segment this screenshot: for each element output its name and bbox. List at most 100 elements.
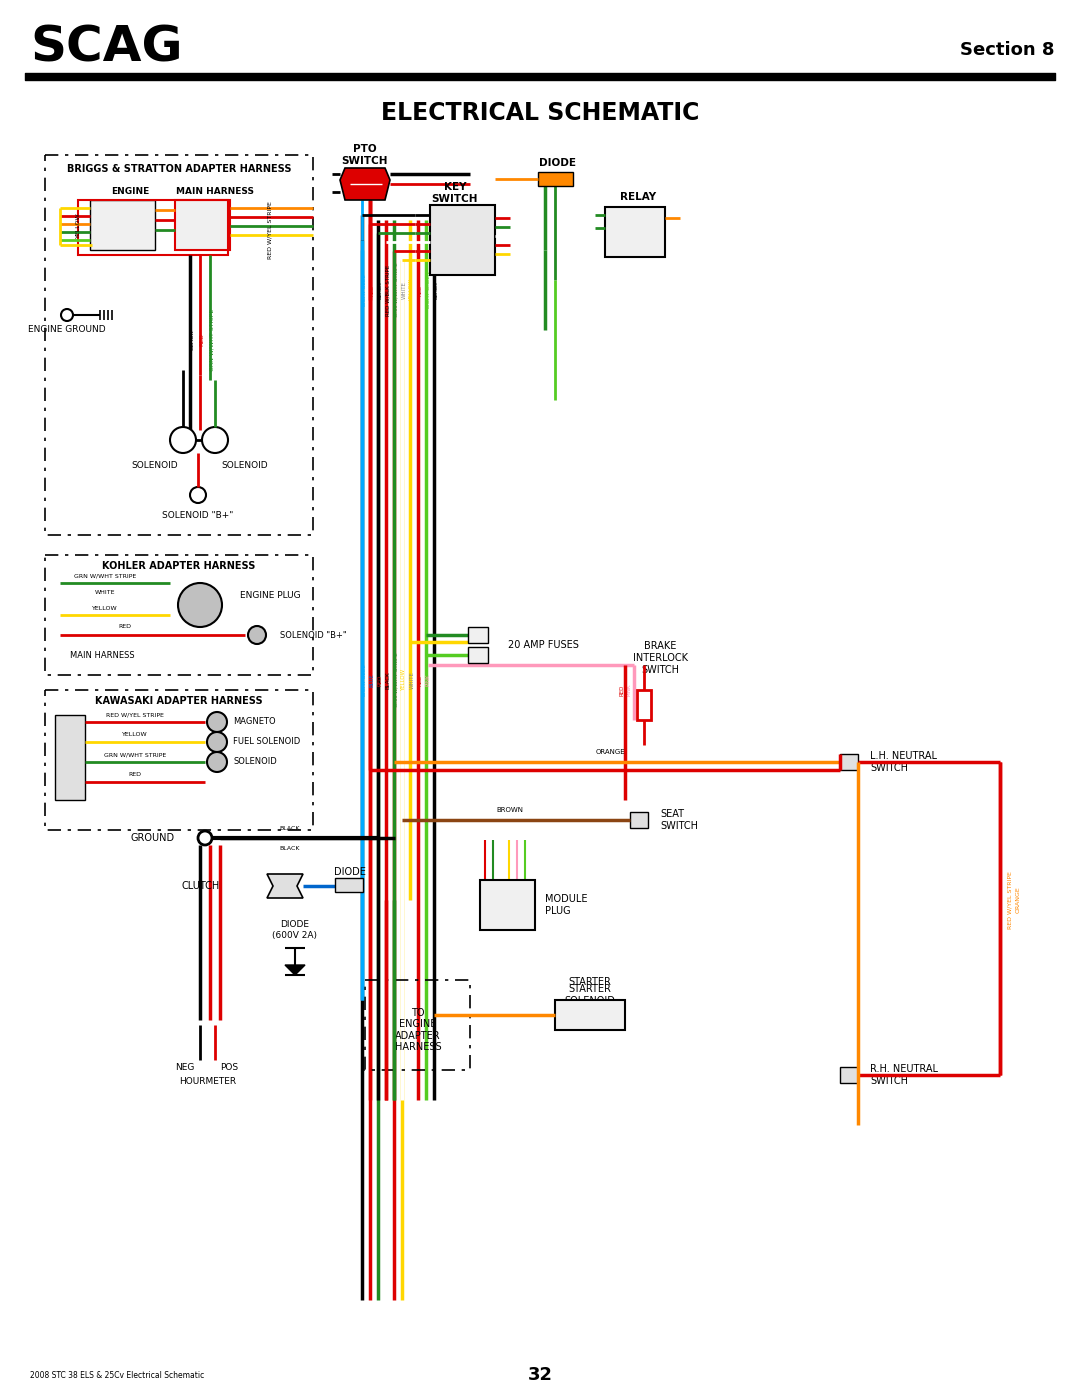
Text: FUEL SOLENOID: FUEL SOLENOID bbox=[233, 738, 300, 746]
Text: PINK: PINK bbox=[626, 683, 632, 696]
Text: GRN W/WHT STRIPE: GRN W/WHT STRIPE bbox=[210, 309, 215, 372]
Text: KAWASAKI ADAPTER HARNESS: KAWASAKI ADAPTER HARNESS bbox=[95, 696, 262, 705]
Bar bbox=[480, 880, 535, 930]
Text: RED: RED bbox=[418, 285, 422, 296]
Text: BRIGGS & STRATTON ADAPTER HARNESS: BRIGGS & STRATTON ADAPTER HARNESS bbox=[67, 163, 292, 175]
Text: ENGINE: ENGINE bbox=[111, 187, 149, 197]
Text: YELLOW: YELLOW bbox=[76, 212, 81, 237]
Text: YELLOW: YELLOW bbox=[92, 605, 118, 610]
Text: BLACK: BLACK bbox=[280, 845, 300, 851]
Text: YELLOW: YELLOW bbox=[409, 279, 415, 302]
Text: 20 AMP FUSES: 20 AMP FUSES bbox=[508, 640, 579, 650]
Text: Section 8: Section 8 bbox=[960, 41, 1055, 59]
Circle shape bbox=[207, 752, 227, 773]
Text: RED W/YEL STRIPE: RED W/YEL STRIPE bbox=[268, 201, 272, 258]
Bar bbox=[335, 877, 363, 893]
Bar bbox=[175, 200, 230, 250]
Circle shape bbox=[207, 712, 227, 732]
Bar bbox=[840, 754, 858, 770]
Text: BLACK: BLACK bbox=[378, 281, 382, 299]
Text: CLUTCH: CLUTCH bbox=[181, 882, 220, 891]
Text: 2008 STC 38 ELS & 25Cv Electrical Schematic: 2008 STC 38 ELS & 25Cv Electrical Schema… bbox=[30, 1370, 204, 1379]
Text: DIODE: DIODE bbox=[334, 868, 366, 877]
Text: NEG: NEG bbox=[176, 1063, 195, 1073]
Text: BLACK: BLACK bbox=[433, 281, 438, 299]
Bar bbox=[468, 627, 488, 643]
Bar bbox=[468, 647, 488, 664]
Bar bbox=[630, 812, 648, 828]
Text: RELAY: RELAY bbox=[620, 191, 657, 203]
Text: YELLOW: YELLOW bbox=[122, 732, 148, 738]
Text: POS: POS bbox=[220, 1063, 238, 1073]
Bar bbox=[840, 1067, 858, 1083]
Text: SOLENOID "B+": SOLENOID "B+" bbox=[162, 510, 233, 520]
Text: SOLENOID "B+": SOLENOID "B+" bbox=[280, 630, 347, 640]
Text: WHITE: WHITE bbox=[95, 590, 116, 595]
Circle shape bbox=[170, 427, 195, 453]
Text: WHITE: WHITE bbox=[409, 671, 415, 689]
Text: DIODE: DIODE bbox=[540, 158, 577, 168]
Text: SEAT
SWITCH: SEAT SWITCH bbox=[660, 809, 698, 831]
Text: RED: RED bbox=[378, 675, 382, 686]
Polygon shape bbox=[285, 965, 305, 975]
Bar bbox=[45, 555, 313, 675]
Text: RED: RED bbox=[369, 285, 375, 296]
Text: LIGHT BLUE: LIGHT BLUE bbox=[362, 274, 366, 306]
Text: STARTER
SOLENOID: STARTER SOLENOID bbox=[565, 985, 616, 1006]
Text: STARTER: STARTER bbox=[568, 977, 611, 988]
Text: GRN W/WHT STRIPE: GRN W/WHT STRIPE bbox=[393, 652, 399, 707]
Text: YELLOW: YELLOW bbox=[402, 669, 406, 692]
Text: RED: RED bbox=[418, 675, 422, 686]
Text: RED W/BLK STRIPE: RED W/BLK STRIPE bbox=[386, 264, 391, 316]
Circle shape bbox=[207, 732, 227, 752]
Bar bbox=[55, 715, 85, 800]
Bar bbox=[78, 200, 228, 256]
Text: SCAG: SCAG bbox=[30, 24, 183, 73]
Bar bbox=[45, 155, 313, 535]
Text: MAGNETO: MAGNETO bbox=[233, 718, 275, 726]
Text: MAIN HARNESS: MAIN HARNESS bbox=[176, 187, 254, 197]
Bar bbox=[365, 981, 470, 1070]
Text: BRAKE
INTERLOCK
SWITCH: BRAKE INTERLOCK SWITCH bbox=[633, 641, 688, 675]
Text: ENGINE GROUND: ENGINE GROUND bbox=[28, 326, 106, 334]
Bar bbox=[90, 200, 156, 250]
Bar bbox=[45, 690, 313, 830]
Text: WHITE: WHITE bbox=[402, 281, 406, 299]
Circle shape bbox=[190, 488, 206, 503]
Text: ELECTRICAL SCHEMATIC: ELECTRICAL SCHEMATIC bbox=[381, 101, 699, 124]
Text: RED: RED bbox=[620, 685, 624, 696]
Text: ENGINE PLUG: ENGINE PLUG bbox=[240, 591, 300, 599]
Text: L.H. NEUTRAL
SWITCH: L.H. NEUTRAL SWITCH bbox=[870, 752, 937, 773]
Text: MAIN HARNESS: MAIN HARNESS bbox=[70, 651, 135, 659]
Text: SOLENOID: SOLENOID bbox=[132, 461, 178, 469]
Text: ORANGE: ORANGE bbox=[595, 749, 625, 754]
Text: TO
ENGINE
ADAPTER
HARNESS: TO ENGINE ADAPTER HARNESS bbox=[394, 1007, 442, 1052]
Polygon shape bbox=[267, 875, 303, 898]
Circle shape bbox=[202, 427, 228, 453]
Text: BROWN: BROWN bbox=[497, 807, 524, 813]
Text: BLACK: BLACK bbox=[280, 835, 300, 841]
Bar bbox=[436, 211, 489, 270]
Text: DIODE
(600V 2A): DIODE (600V 2A) bbox=[272, 921, 318, 940]
Bar bbox=[538, 172, 573, 186]
Text: SOLENOID: SOLENOID bbox=[221, 461, 268, 469]
Text: KEY
SWITCH: KEY SWITCH bbox=[432, 182, 478, 204]
Text: GRN W/WHT STRIPE: GRN W/WHT STRIPE bbox=[73, 574, 136, 578]
Bar bbox=[637, 690, 651, 719]
Text: LIGHT BLUE: LIGHT BLUE bbox=[362, 664, 366, 696]
Text: ORANGE: ORANGE bbox=[1015, 887, 1021, 914]
Text: HOURMETER: HOURMETER bbox=[179, 1077, 237, 1087]
Text: RED W/YEL STRIPE: RED W/YEL STRIPE bbox=[106, 712, 164, 718]
Circle shape bbox=[178, 583, 222, 627]
Text: BLACK: BLACK bbox=[280, 826, 300, 830]
Text: BLUE: BLUE bbox=[369, 673, 375, 687]
Text: GRN W/WHT STRIPE: GRN W/WHT STRIPE bbox=[104, 753, 166, 757]
Text: BLACK: BLACK bbox=[386, 671, 391, 689]
Text: PTO
SWITCH: PTO SWITCH bbox=[341, 144, 388, 166]
Text: BLACK: BLACK bbox=[189, 330, 194, 351]
Text: SOLENOID: SOLENOID bbox=[233, 757, 276, 767]
Text: PINK: PINK bbox=[426, 673, 431, 686]
Text: GRN W/WHT STRIPE: GRN W/WHT STRIPE bbox=[393, 263, 399, 317]
Text: MODULE
PLUG: MODULE PLUG bbox=[545, 894, 588, 916]
Polygon shape bbox=[340, 168, 390, 200]
